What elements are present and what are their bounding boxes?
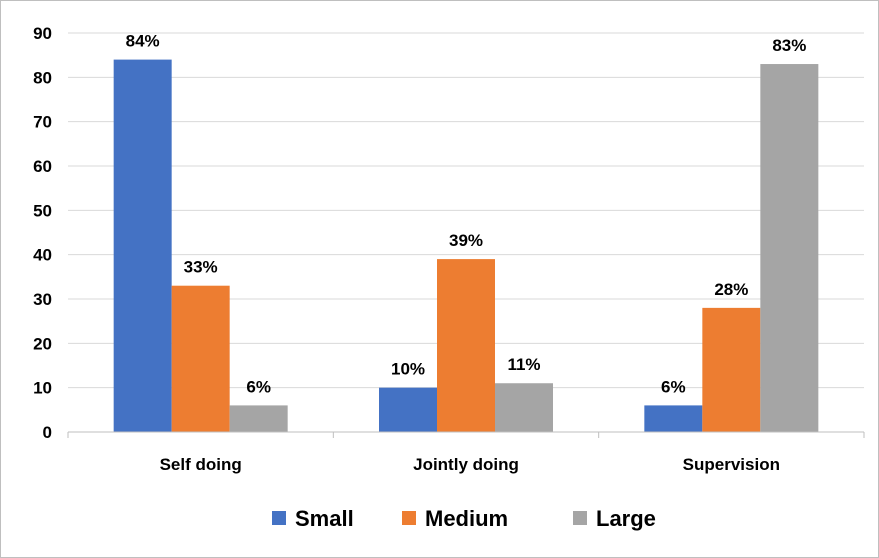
data-label: 6% bbox=[661, 377, 686, 396]
y-tick-label: 0 bbox=[43, 423, 52, 442]
legend-label: Medium bbox=[425, 506, 508, 531]
y-tick-label: 30 bbox=[33, 290, 52, 309]
y-tick-label: 10 bbox=[33, 379, 52, 398]
legend-swatch-large bbox=[573, 511, 587, 525]
bar-small bbox=[644, 405, 703, 432]
legend-label: Small bbox=[295, 506, 354, 531]
y-tick-label: 80 bbox=[33, 68, 52, 87]
data-label: 83% bbox=[772, 36, 806, 55]
legend: Small Medium Large bbox=[272, 506, 656, 531]
data-label: 11% bbox=[507, 355, 540, 374]
x-category-label: Self doing bbox=[160, 455, 242, 474]
y-tick-label: 70 bbox=[33, 113, 52, 132]
data-label: 39% bbox=[449, 231, 483, 250]
bar-large bbox=[495, 383, 553, 432]
y-tick-label: 90 bbox=[33, 24, 52, 43]
legend-swatch-medium bbox=[402, 511, 416, 525]
bar-large bbox=[229, 405, 288, 432]
bar-large bbox=[760, 64, 819, 433]
data-label: 84% bbox=[126, 32, 160, 51]
bars bbox=[113, 59, 819, 433]
y-tick-label: 50 bbox=[33, 201, 52, 220]
bar-small bbox=[113, 59, 172, 432]
x-category-label: Supervision bbox=[683, 455, 780, 474]
x-category-label: Jointly doing bbox=[413, 455, 519, 474]
y-tick-label: 60 bbox=[33, 157, 52, 176]
bar-small bbox=[379, 387, 437, 432]
bar-medium bbox=[171, 285, 230, 432]
x-axis: Self doing Jointly doing Supervision bbox=[67, 431, 865, 474]
legend-swatch-small bbox=[272, 511, 286, 525]
bar-medium bbox=[437, 259, 495, 432]
y-axis-ticks: 0 10 20 30 40 50 60 70 80 90 bbox=[33, 24, 52, 442]
y-tick-label: 20 bbox=[33, 334, 52, 353]
bar-medium bbox=[702, 307, 761, 432]
data-label: 33% bbox=[184, 258, 218, 277]
data-label: 10% bbox=[391, 360, 425, 379]
data-labels: 84% 33% 6% 10% 39% 11% 6% 28% 83% bbox=[126, 32, 807, 397]
legend-label: Large bbox=[596, 506, 656, 531]
y-tick-label: 40 bbox=[33, 246, 52, 265]
data-label: 6% bbox=[246, 377, 271, 396]
data-label: 28% bbox=[714, 280, 748, 299]
